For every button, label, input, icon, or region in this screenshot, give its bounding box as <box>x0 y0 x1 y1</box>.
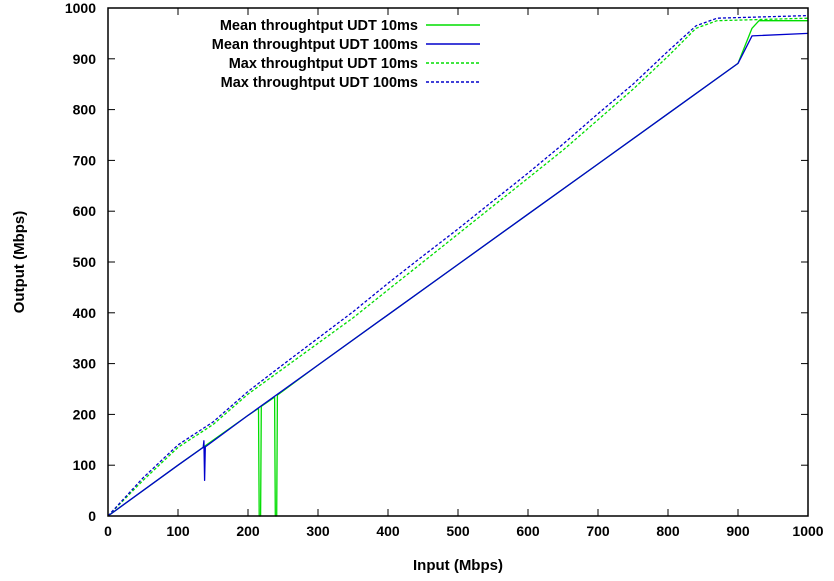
legend-label: Max throughtput UDT 100ms <box>221 75 418 91</box>
x-tick-label: 400 <box>376 523 400 539</box>
x-tick-label: 300 <box>306 523 330 539</box>
series-layer <box>107 14 809 517</box>
x-tick-label: 600 <box>516 523 540 539</box>
y-axis-title: Output (Mbps) <box>11 211 28 313</box>
x-tick-label: 900 <box>726 523 750 539</box>
series-line-4 <box>107 14 809 517</box>
y-tick-label: 1000 <box>65 0 96 16</box>
y-tick-label: 900 <box>73 51 97 67</box>
x-tick-label: 0 <box>104 523 112 539</box>
y-tick-label: 0 <box>88 508 96 524</box>
x-tick-label: 1000 <box>792 523 823 539</box>
y-tick-label: 600 <box>73 203 97 219</box>
x-tick-label: 500 <box>446 523 470 539</box>
x-tick-label: 800 <box>656 523 680 539</box>
series-line-3 <box>107 17 809 517</box>
y-tick-label: 400 <box>73 305 97 321</box>
y-tick-label: 800 <box>73 102 97 118</box>
x-tick-label: 700 <box>586 523 610 539</box>
legend-label: Mean throughtput UDT 100ms <box>212 37 418 53</box>
x-tick-label: 200 <box>236 523 260 539</box>
y-tick-label: 300 <box>73 356 97 372</box>
y-tick-label: 500 <box>73 254 97 270</box>
legend-label: Max throughtput UDT 10ms <box>229 56 418 72</box>
x-axis-title: Input (Mbps) <box>413 557 503 574</box>
y-tick-label: 200 <box>73 406 97 422</box>
series-line-2 <box>107 32 809 517</box>
legend-label: Mean throughtput UDT 10ms <box>220 18 418 34</box>
legend: Mean throughtput UDT 10ms Mean throughtpu… <box>212 18 480 91</box>
tick-layer: 0 100 200 300 400 500 600 700 800 900 1000 0 100 200 3… <box>65 0 824 539</box>
y-tick-label: 100 <box>73 457 97 473</box>
x-tick-label: 100 <box>166 523 190 539</box>
y-tick-label: 700 <box>73 152 97 168</box>
